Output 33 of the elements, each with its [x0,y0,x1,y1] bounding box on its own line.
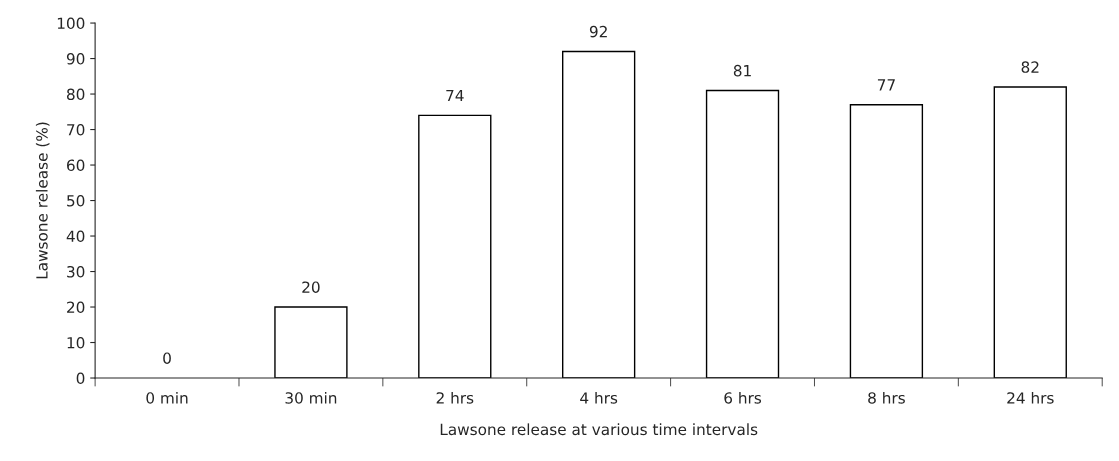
x-axis-title: Lawsone release at various time intervals [440,423,758,436]
data-label: 77 [877,79,895,91]
x-tick-label: 4 hrs [580,391,618,404]
y-tick-label: 90 [66,53,85,65]
data-label: 0 [163,352,171,364]
bar [562,50,636,379]
y-tick-label: 40 [66,230,85,243]
y-axis-title: Lawsone release (%) [35,122,50,279]
x-tick-label: 6 hrs [724,391,762,404]
x-tick-label: 30 min [285,391,337,404]
x-tick-label: 2 hrs [436,391,474,404]
bar [274,306,348,379]
y-tick-label: 30 [67,265,85,278]
bar [849,103,924,379]
y-tick-label: 100 [57,17,85,30]
data-label: 81 [733,64,751,77]
bar [705,89,780,379]
data-label: 82 [1021,61,1039,73]
x-tick-label: 24 hrs [1007,391,1054,404]
x-tick-label: 8 hrs [868,391,905,404]
x-tick-label: 0 min [146,391,188,404]
y-tick-label: 70 [67,124,85,136]
y-tick-label: 50 [67,195,85,207]
bar [993,86,1067,379]
data-label: 74 [446,89,464,102]
data-label: 92 [589,25,607,38]
data-label: 20 [302,281,320,293]
y-tick-label: 80 [66,88,85,101]
y-tick-label: 0 [76,372,85,385]
y-tick-label: 20 [67,301,85,314]
y-tick-label: 10 [67,336,85,349]
y-tick-label: 60 [67,159,85,172]
bar [418,114,492,379]
